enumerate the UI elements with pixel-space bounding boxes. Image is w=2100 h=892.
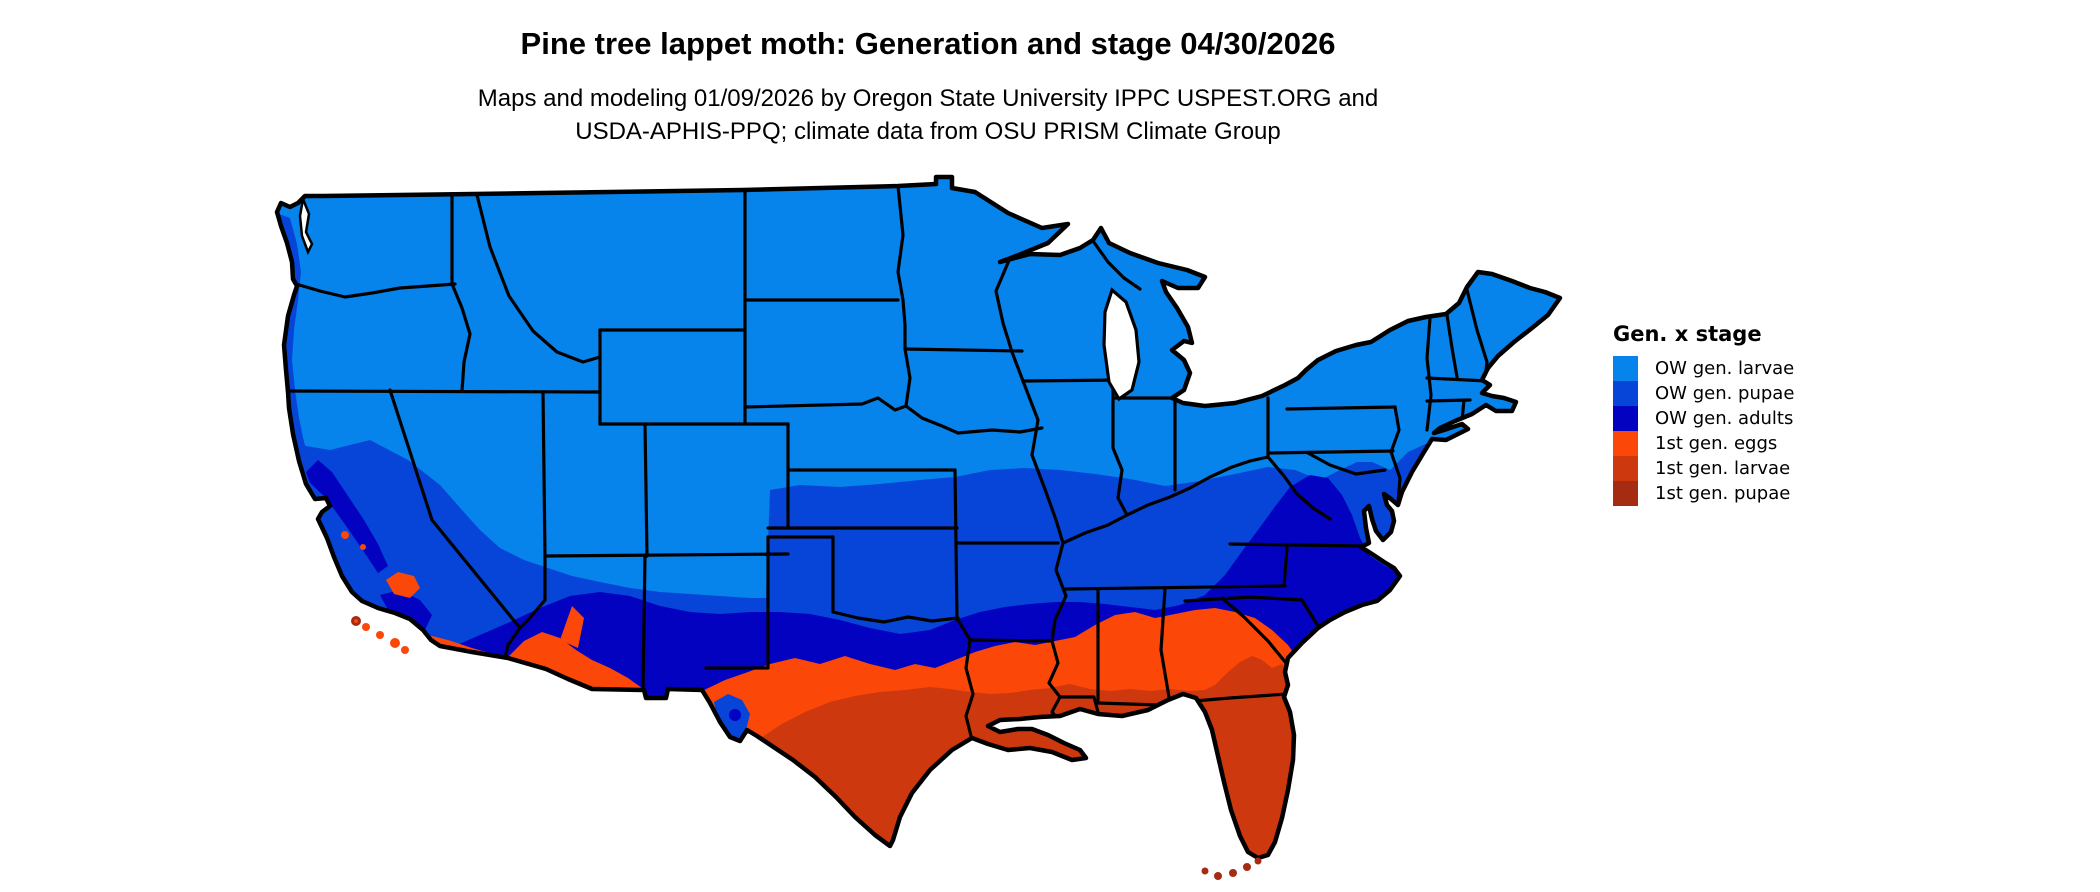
- channel-islands: [351, 616, 409, 654]
- stage-raster: [277, 177, 1560, 858]
- legend-item: OW gen. pupae: [1613, 381, 1794, 406]
- legend-swatch-ow-adults: [1613, 406, 1638, 431]
- key-pupae: [1229, 869, 1237, 877]
- legend-label: OW gen. adults: [1655, 408, 1794, 429]
- legend-swatch-ow-pupae: [1613, 381, 1638, 406]
- figure-subtitle-line2: USDA-APHIS-PPQ; climate data from OSU PR…: [575, 118, 1281, 145]
- legend-swatch-ow-larvae: [1613, 356, 1638, 381]
- legend-label: OW gen. pupae: [1655, 383, 1795, 404]
- figure-subtitle-line1: Maps and modeling 01/09/2026 by Oregon S…: [477, 85, 1379, 112]
- region-socal-mountains-adults: [380, 590, 432, 630]
- island-eggs: [401, 646, 409, 654]
- puget-sound: [298, 194, 314, 256]
- region-ca-spot-eggs: [341, 531, 349, 539]
- legend-item: 1st gen. pupae: [1613, 481, 1794, 506]
- legend-item: 1st gen. eggs: [1613, 431, 1794, 456]
- figure-subtitle: Maps and modeling 01/09/2026 by Oregon S…: [0, 82, 1856, 148]
- florida-keys: [1201, 857, 1262, 880]
- region-central-valley-adults: [306, 460, 388, 573]
- legend-swatch-1st-pupae: [1613, 481, 1638, 506]
- map-legend: Gen. x stage OW gen. larvae OW gen. pupa…: [1613, 322, 1794, 506]
- legend-item: 1st gen. larvae: [1613, 456, 1794, 481]
- legend-label: 1st gen. pupae: [1655, 483, 1791, 504]
- lake-michigan: [1102, 287, 1141, 402]
- legend-item: OW gen. larvae: [1613, 356, 1794, 381]
- figure-title: Pine tree lappet moth: Generation and st…: [520, 26, 1336, 61]
- island-eggs: [390, 638, 400, 648]
- region-big-bend-adults: [729, 709, 741, 721]
- region-az-finger-eggs: [560, 606, 584, 648]
- island-ring-center: [354, 619, 358, 623]
- legend-label: 1st gen. eggs: [1655, 433, 1778, 454]
- key-pupae: [1243, 863, 1251, 871]
- region-az-desert-eggs: [508, 632, 645, 697]
- legend-label: OW gen. larvae: [1655, 358, 1795, 379]
- key-pupae: [1254, 857, 1262, 865]
- legend-item: OW gen. adults: [1613, 406, 1794, 431]
- legend-label: 1st gen. larvae: [1655, 458, 1791, 479]
- key-pupae: [1214, 872, 1222, 880]
- key-pupae: [1201, 867, 1209, 875]
- region-ca-spot2-eggs: [360, 544, 366, 550]
- region-mojave-eggs: [386, 572, 420, 598]
- legend-swatch-1st-eggs: [1613, 431, 1638, 456]
- island-eggs: [376, 631, 384, 639]
- legend-title: Gen. x stage: [1613, 322, 1762, 346]
- island-eggs: [362, 623, 370, 631]
- legend-swatch-1st-larvae: [1613, 456, 1638, 481]
